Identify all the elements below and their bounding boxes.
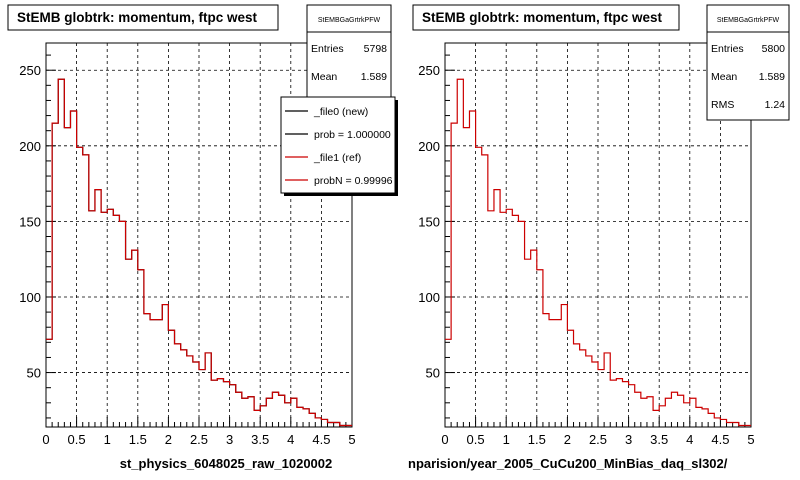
stats-box: [306, 4, 392, 101]
legend: _file0 (new) prob = 1.000000 _file1 (ref) p…: [280, 96, 398, 196]
x-tick-label: 2: [165, 432, 172, 447]
stats-value: 5798: [364, 43, 388, 55]
y-tick-label: 250: [19, 63, 41, 78]
x-tick-label: 3: [226, 432, 233, 447]
y-tick-label: 150: [19, 214, 41, 229]
x-tick-label: 0: [42, 432, 49, 447]
x-tick-label: 2.5: [190, 432, 208, 447]
x-tick-label: 3.5: [251, 432, 269, 447]
x-tick-label: 2: [564, 432, 571, 447]
chart-title-box: [7, 4, 279, 31]
stats-value: 5800: [762, 43, 786, 55]
x-tick-label: 4: [686, 432, 693, 447]
stats-name: StEMBGaGrtrkPFW: [717, 17, 780, 24]
stats-box: [706, 4, 790, 121]
x-axis-label: st_physics_6048025_raw_1020002: [120, 456, 333, 471]
histogram-series-2: [46, 78, 352, 427]
legend-label: prob = 1.000000: [314, 129, 391, 141]
x-tick-label: 0.5: [68, 432, 86, 447]
chart-panel-2: 0 0.5 1 1.5 2 2.5 3 3.5 4 4.5 5 50 100 150 200 250 StEMB…: [408, 4, 790, 471]
legend-entry: prob = 1.000000: [285, 129, 391, 141]
legend-box: [280, 96, 396, 194]
stats-value: 1.589: [361, 71, 387, 83]
chart-title: StEMB globtrk: momentum, ftpc west: [422, 10, 663, 25]
y-tick-label: 150: [418, 214, 440, 229]
x-tick-label: 1: [503, 432, 510, 447]
legend-label: probN = 0.99996: [314, 175, 393, 187]
stats-label: Mean: [311, 71, 337, 83]
x-tick-label: 4.5: [711, 432, 729, 447]
histogram-series-1: [445, 78, 751, 427]
x-tick-label: 0.5: [467, 432, 485, 447]
stats-label: Mean: [711, 71, 737, 83]
legend-entry: _file0 (new): [285, 106, 368, 118]
legend-entry: probN = 0.99996: [285, 175, 393, 187]
stats-name: StEMBGaGrtrkPFW: [318, 17, 381, 24]
x-tick-label: 5: [747, 432, 754, 447]
y-tick-label: 200: [19, 139, 41, 154]
y-tick-label: 50: [426, 366, 440, 381]
y-tick-label: 200: [418, 139, 440, 154]
chart-title-box: [412, 4, 680, 31]
y-tick-label: 50: [27, 366, 41, 381]
legend-label: _file0 (new): [313, 106, 368, 118]
x-tick-label: 0: [441, 432, 448, 447]
x-tick-label: 3: [625, 432, 632, 447]
x-tick-label: 4: [287, 432, 294, 447]
stats-value: 1.24: [765, 99, 786, 111]
y-tick-label: 100: [19, 290, 41, 305]
x-tick-label: 1: [104, 432, 111, 447]
stats-label: Entries: [711, 43, 744, 55]
x-tick-label: 5: [348, 432, 355, 447]
stats-label: Entries: [311, 43, 344, 55]
legend-label: _file1 (ref): [313, 152, 361, 164]
y-tick-label: 100: [418, 290, 440, 305]
x-axis-label: nparision/year_2005_CuCu200_MinBias_daq_…: [408, 456, 728, 471]
x-tick-label: 4.5: [312, 432, 330, 447]
x-tick-label: 2.5: [589, 432, 607, 447]
x-tick-label: 1.5: [528, 432, 546, 447]
chart-title: StEMB globtrk: momentum, ftpc west: [17, 10, 258, 25]
legend-entry: _file1 (ref): [285, 152, 361, 164]
x-tick-label: 3.5: [650, 432, 668, 447]
y-tick-label: 250: [418, 63, 440, 78]
chart-panel-1: 0 0.5 1 1.5 2 2.5 3 3.5 4 4.5 5 50 100 150 200 250 StEMB…: [7, 4, 398, 471]
x-tick-label: 1.5: [129, 432, 147, 447]
stats-label: RMS: [711, 99, 734, 111]
stats-value: 1.589: [759, 71, 785, 83]
